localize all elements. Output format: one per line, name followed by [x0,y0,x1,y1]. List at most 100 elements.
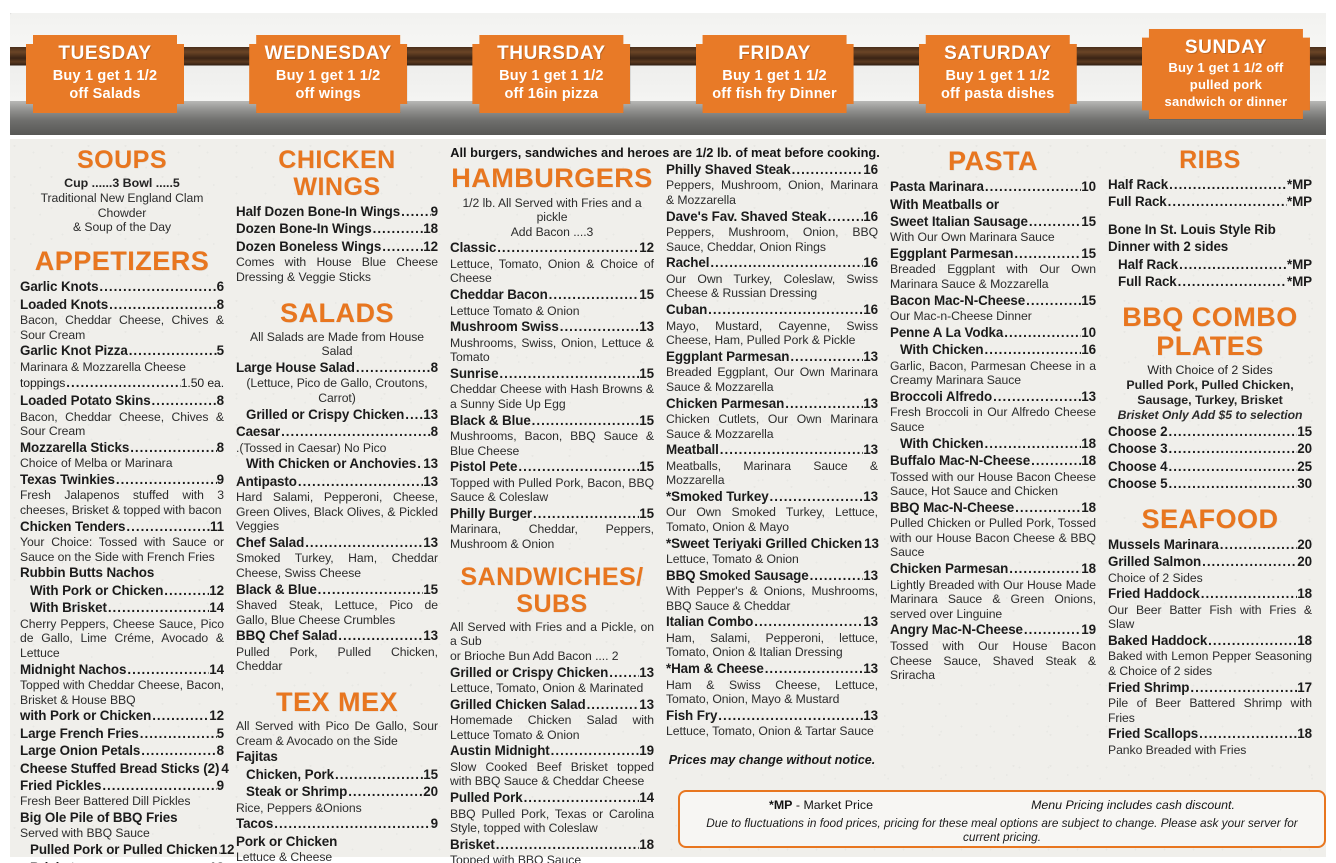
menu-item-name: Grilled Chicken Salad [450,696,586,712]
menu-item-name: Loaded Knots [20,296,109,312]
leader-dots: ........................................… [609,664,640,680]
menu-item-price: 15 [639,365,654,381]
menu-item-price: 15 [1081,214,1096,229]
promo-badge-saturday: SATURDAY Buy 1 get 1 1/2 off pasta dishes [919,35,1077,113]
item-description: Lightly Breaded with Our House Made Mari… [890,577,1096,621]
item-description: Marinara, Cheddar, Peppers, Mushroom & O… [450,522,654,552]
menu-item-price: 18 [1081,499,1096,515]
menu-item-row: Black & Blue............................… [450,412,654,429]
ribs-dinner-note: Bone In St. Louis Style Rib Dinner with … [1108,221,1312,256]
leader-dots: ........................................… [523,790,640,806]
leader-dots: ........................................… [1202,554,1297,570]
item-description: Bacon, Cheddar Cheese, Chives & Sour Cre… [20,313,224,342]
item-description: Cheddar Cheese with Hash Browns & a Sunn… [450,382,654,411]
menu-item-row: Chicken Tenders.........................… [20,518,224,535]
appetizer-list: Garlic Knots............................… [20,278,234,863]
menu-item-price: 12 [209,582,224,598]
menu-item-price: 16 [863,162,878,177]
bbq-combo-note-3: Sausage, Turkey, Brisket [1137,393,1283,408]
menu-item-name: Fried Scallops [1108,726,1199,742]
menu-item-price: 15 [1081,246,1096,262]
menu-item-name: Brisket [450,836,495,852]
menu-item-price: 15 [423,581,438,597]
menu-item-row: Tacos...................................… [236,815,438,832]
menu-item-row: Pulled Pork or Pulled Chicken...........… [20,841,234,858]
market-price-label: *MP - Market Price [769,798,873,812]
column-hamburgers-sandwiches: All burgers, sandwiches and heroes are 1… [444,143,880,863]
section-title-bbq-combo: BBQ COMBO PLATES [1122,301,1298,361]
menu-item-price: 14 [639,790,654,806]
promo-day-label: SATURDAY [944,43,1052,65]
menu-item-price: 17 [1297,679,1312,695]
promo-day-label: FRIDAY [738,43,811,65]
menu-item-name: Bacon Mac-N-Cheese [890,292,1026,308]
menu-item-price: 14 [209,661,224,677]
leader-dots: ........................................… [1179,256,1287,272]
section-title-sandwiches: SANDWICHES/ SUBS [460,562,644,618]
item-description: Shaved Steak, Lettuce, Pico de Gallo, Bl… [236,598,438,627]
menu-item-name: Angry Mac-N-Cheese [890,622,1023,638]
menu-item-price: 9 [430,816,438,832]
leader-dots: ........................................… [151,393,217,409]
leader-dots: ........................................… [75,859,210,863]
leader-dots: ........................................… [1168,423,1298,439]
menu-item-price: 20 [1297,441,1312,457]
menu-item-name: Large House Salad [236,359,355,375]
leader-dots: ........................................… [1190,679,1297,695]
leader-dots: ........................................… [1015,499,1082,515]
promo-offer-text: Buy 1 get 1 1/2 off pulled pork sandwich… [1164,60,1288,109]
menu-item-price: 12 [209,708,224,724]
menu-item-price: 1.50 ea. [180,376,224,391]
menu-item-row: BBQ Mac-N-Cheese........................… [890,499,1096,516]
item-description: With Our Own Marinara Sauce [890,230,1055,245]
leader-dots: ........................................… [1167,194,1287,210]
menu-item-row: Mushroom Swiss..........................… [450,318,654,335]
market-price-box: *MP - Market Price Menu Pricing includes… [678,790,1326,848]
menu-item-name: Grilled or Crispy Chicken [246,406,405,422]
leader-dots: ........................................… [1168,441,1298,457]
menu-item-price: 16 [863,208,878,224]
menu-item-name: Caesar [236,424,281,440]
ribs-dinner-note-text: Bone In St. Louis Style Rib Dinner with … [1108,221,1276,255]
promo-badge-wednesday: WEDNESDAY Buy 1 get 1 1/2 off wings [249,35,407,113]
menu-item-price: 13 [863,614,878,630]
leader-dots: ........................................… [274,816,430,832]
item-description: Garlic, Bacon, Parmesan Cheese in a Crea… [890,358,1096,388]
menu-item-row: Dozen Boneless Wings....................… [236,238,438,255]
menu-item-name: Mussels Marinara [1108,536,1219,552]
promo-badge-friday: FRIDAY Buy 1 get 1 1/2 off fish fry Dinne… [696,35,854,113]
menu-item-name: Dozen Boneless Wings [236,238,382,254]
menu-item-row: Baked Haddock...........................… [1108,632,1312,649]
menu-item-price: 14 [209,600,224,616]
menu-item-row: *Ham & Cheese...........................… [666,660,878,677]
menu-item-row: Philly Burger...........................… [450,505,654,522]
menu-item-row: Half Rack...............................… [1108,256,1312,273]
item-description: Pulled Pork, Pulled Chicken, Cheddar [236,644,438,674]
menu-item-row: Antipasto...............................… [236,473,438,490]
menu-item-price: 13 [863,661,878,677]
menu-item-name: Pulled Pork or Pulled Chicken [30,842,218,858]
leader-dots: ........................................… [348,784,424,800]
leader-dots: ........................................… [550,743,640,759]
menu-item-price: 5 [216,343,224,359]
item-description: Comes with House Blue Cheese Dressing & … [236,255,438,284]
leader-dots: ........................................… [102,778,216,793]
menu-item-row: Loaded Potato Skins.....................… [20,392,224,409]
menu-item-row: Caesar..................................… [236,423,438,440]
menu-item-row: Grilled or Crispy Chicken...............… [450,664,654,681]
menu-item-name: Chicken, Pork [246,766,335,782]
leader-dots: ........................................… [497,240,639,256]
leader-dots: ........................................… [355,359,431,375]
hamburgers-note-2: Add Bacon ....3 [510,224,594,239]
menu-item-price: 11 [210,518,224,534]
menu-item-name: Grilled Salmon [1108,554,1202,570]
item-description: Your Choice: Tossed with Sauce or Sauce … [20,535,224,564]
menu-item-row: Angry Mac-N-Cheese......................… [890,621,1096,638]
menu-item-row: Full Rack...............................… [1108,193,1312,210]
menu-item-row: Brisket.................................… [450,836,654,853]
menu-item-price: 18 [423,221,438,237]
menu-item-price: 13 [423,406,438,422]
menu-item-name: Half Rack [1118,256,1179,272]
item-description: Served with BBQ Sauce [20,826,150,841]
menu-item-name: Cheese Stuffed Bread Sticks (2) [20,760,220,776]
